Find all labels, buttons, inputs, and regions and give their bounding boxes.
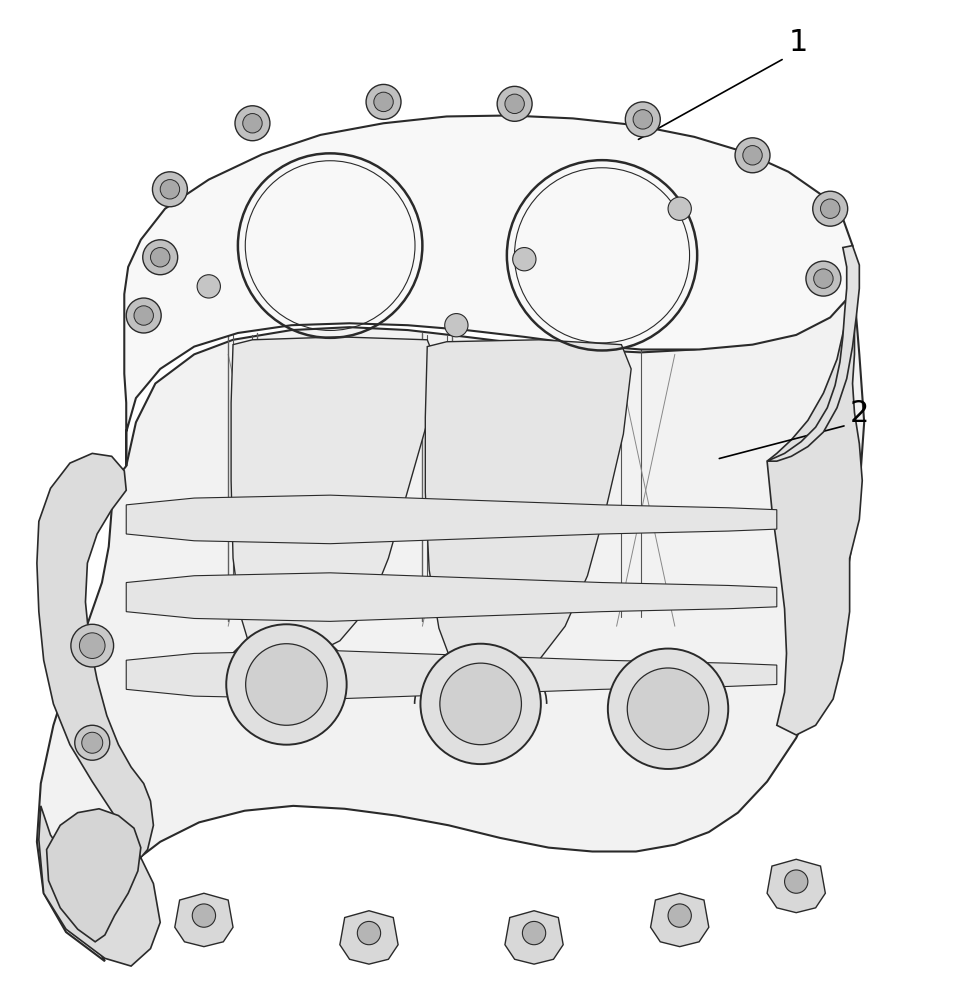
Polygon shape bbox=[767, 246, 859, 461]
Text: 2: 2 bbox=[850, 399, 869, 428]
Circle shape bbox=[152, 172, 187, 207]
Circle shape bbox=[134, 306, 153, 325]
Circle shape bbox=[785, 870, 808, 893]
Circle shape bbox=[151, 248, 170, 267]
Polygon shape bbox=[425, 340, 631, 680]
Circle shape bbox=[608, 649, 728, 769]
Circle shape bbox=[82, 732, 103, 753]
Circle shape bbox=[99, 835, 118, 854]
Circle shape bbox=[71, 624, 114, 667]
Circle shape bbox=[633, 110, 653, 129]
Polygon shape bbox=[767, 859, 825, 913]
Circle shape bbox=[93, 829, 124, 860]
Circle shape bbox=[80, 633, 105, 658]
Circle shape bbox=[497, 86, 532, 121]
Text: 1: 1 bbox=[788, 28, 808, 57]
Circle shape bbox=[126, 298, 161, 333]
Circle shape bbox=[814, 269, 833, 288]
Circle shape bbox=[143, 240, 178, 275]
Polygon shape bbox=[126, 573, 777, 621]
Circle shape bbox=[522, 921, 546, 945]
Polygon shape bbox=[124, 115, 854, 466]
Polygon shape bbox=[505, 911, 563, 964]
Circle shape bbox=[668, 904, 691, 927]
Polygon shape bbox=[47, 809, 141, 942]
Polygon shape bbox=[231, 337, 437, 665]
Circle shape bbox=[625, 102, 660, 137]
Circle shape bbox=[813, 191, 848, 226]
Circle shape bbox=[505, 94, 524, 114]
Polygon shape bbox=[340, 911, 398, 964]
Polygon shape bbox=[37, 296, 864, 961]
Circle shape bbox=[668, 197, 691, 220]
Circle shape bbox=[743, 146, 762, 165]
Circle shape bbox=[420, 644, 541, 764]
Circle shape bbox=[374, 92, 393, 112]
Circle shape bbox=[357, 921, 381, 945]
Circle shape bbox=[75, 725, 110, 760]
Circle shape bbox=[226, 624, 347, 745]
Circle shape bbox=[366, 84, 401, 119]
Polygon shape bbox=[651, 893, 709, 947]
Circle shape bbox=[243, 114, 262, 133]
Circle shape bbox=[445, 314, 468, 337]
Circle shape bbox=[627, 668, 709, 750]
Polygon shape bbox=[175, 893, 233, 947]
Polygon shape bbox=[767, 296, 862, 735]
Circle shape bbox=[806, 261, 841, 296]
Circle shape bbox=[192, 904, 216, 927]
Circle shape bbox=[235, 106, 270, 141]
Polygon shape bbox=[37, 453, 160, 966]
Circle shape bbox=[820, 199, 840, 218]
Circle shape bbox=[197, 275, 220, 298]
Circle shape bbox=[440, 663, 521, 745]
Circle shape bbox=[513, 248, 536, 271]
Circle shape bbox=[735, 138, 770, 173]
Circle shape bbox=[246, 644, 327, 725]
Polygon shape bbox=[126, 495, 777, 544]
Polygon shape bbox=[126, 651, 777, 699]
Circle shape bbox=[160, 180, 180, 199]
